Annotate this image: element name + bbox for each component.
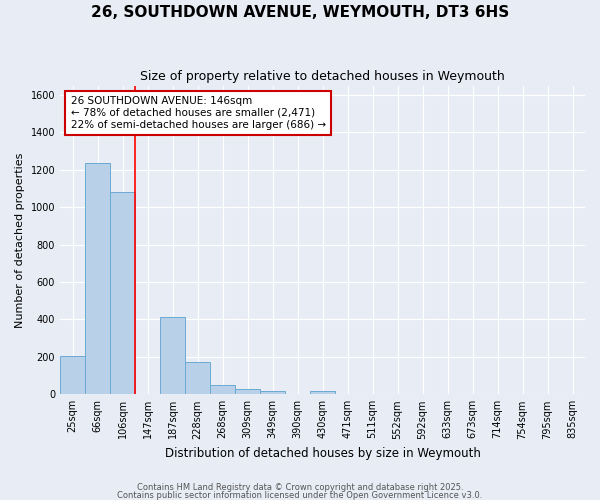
Bar	[110, 192, 135, 394]
Y-axis label: Number of detached properties: Number of detached properties	[15, 152, 25, 328]
Text: 26 SOUTHDOWN AVENUE: 146sqm
← 78% of detached houses are smaller (2,471)
22% of : 26 SOUTHDOWN AVENUE: 146sqm ← 78% of det…	[71, 96, 326, 130]
Bar	[85, 163, 110, 394]
Bar	[185, 362, 210, 394]
X-axis label: Distribution of detached houses by size in Weymouth: Distribution of detached houses by size …	[164, 447, 481, 460]
Text: 26, SOUTHDOWN AVENUE, WEYMOUTH, DT3 6HS: 26, SOUTHDOWN AVENUE, WEYMOUTH, DT3 6HS	[91, 5, 509, 20]
Bar	[210, 385, 235, 394]
Bar	[160, 316, 185, 394]
Bar	[235, 388, 260, 394]
Bar	[260, 390, 285, 394]
Bar	[60, 356, 85, 395]
Text: Contains HM Land Registry data © Crown copyright and database right 2025.: Contains HM Land Registry data © Crown c…	[137, 484, 463, 492]
Title: Size of property relative to detached houses in Weymouth: Size of property relative to detached ho…	[140, 70, 505, 83]
Bar	[310, 390, 335, 394]
Text: Contains public sector information licensed under the Open Government Licence v3: Contains public sector information licen…	[118, 490, 482, 500]
